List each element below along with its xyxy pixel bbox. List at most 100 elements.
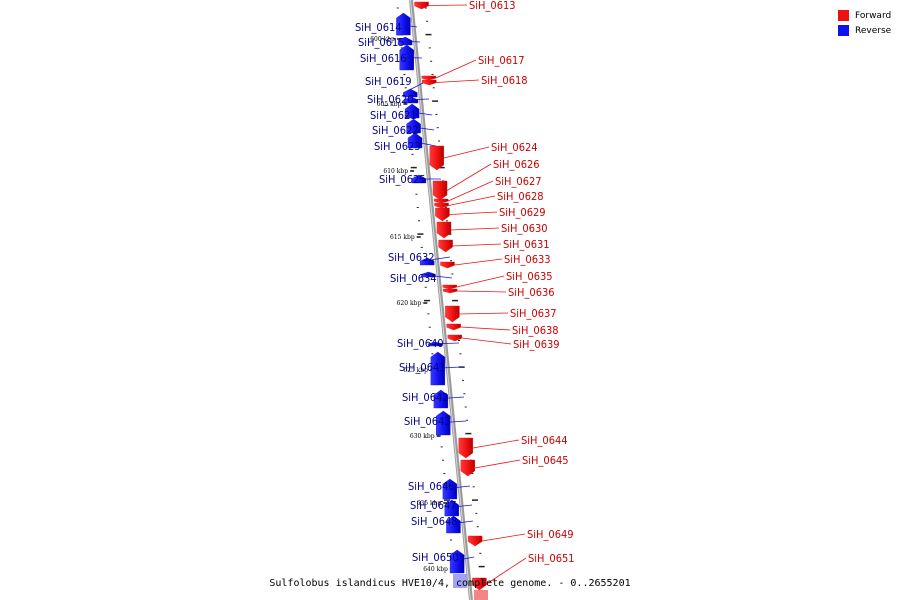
gene-arrow-sih-0650[interactable] [449, 549, 465, 574]
gene-arrow-sih-0649[interactable] [467, 535, 483, 547]
gene-arrow-sih-0646[interactable] [442, 478, 458, 500]
gene-arrow-sih-0644[interactable] [458, 437, 473, 459]
gene-arrow-sih-0631[interactable] [438, 239, 453, 253]
gene-arrow-sih-0640[interactable] [428, 341, 443, 347]
leader-line [474, 459, 521, 469]
scale-label: 610 kbp [383, 168, 408, 175]
gene-arrow-sih-0618[interactable] [422, 79, 437, 86]
scale-labels: 600 kbp 605 kbp 610 kbp 615 kbp 620 kbp 625 k… [370, 36, 454, 573]
gene-label-sih-0650[interactable]: SiH_0650 [412, 551, 459, 564]
gene-label-sih-0623[interactable]: SiH_0623 [374, 140, 421, 153]
gene-label-sih-0621[interactable]: SiH_0621 [370, 109, 417, 122]
gene-arrow-sih-0617[interactable] [421, 75, 436, 81]
leader-line [452, 243, 502, 247]
gene-arrow-sih-0634[interactable] [421, 271, 436, 278]
gene-arrow-sih-0626[interactable] [432, 180, 448, 201]
gene-label-sih-0640[interactable]: SiH_0640 [397, 337, 444, 350]
gene-label-sih-0622[interactable]: SiH_0622 [372, 124, 419, 137]
gene-label-sih-0651[interactable]: SiH_0651 [528, 552, 575, 565]
gene-arrow-sih-0630[interactable] [436, 221, 452, 239]
gene-arrow-sih-0620[interactable] [403, 96, 419, 104]
gene-label-sih-0626[interactable]: SiH_0626 [493, 158, 540, 171]
genome-axis [409, 0, 473, 600]
scale-label: 625 kbp [403, 367, 428, 374]
gene-arrow-sih-0615[interactable] [397, 36, 413, 46]
gene-arrow-sih-0635[interactable] [442, 284, 457, 290]
gene-arrow-sih-0633[interactable] [440, 261, 455, 269]
gene-label-sih-0615[interactable]: SiH_0615 [358, 36, 405, 49]
gene-arrow-sih-0625[interactable] [411, 174, 427, 184]
gene-label-sih-0634[interactable]: SiH_0634 [390, 272, 437, 285]
gene-label-sih-0616[interactable]: SiH_0616 [360, 52, 407, 65]
leader-line [448, 195, 496, 206]
gene-arrow-sih-0624[interactable] [429, 145, 444, 171]
gene-label-sih-0638[interactable]: SiH_0638 [512, 324, 559, 337]
gene-label-sih-0613[interactable]: SiH_0613 [469, 0, 516, 12]
legend-forward: Forward [838, 8, 891, 23]
leader-line [457, 290, 507, 293]
gene-label-sih-0642[interactable]: SiH_0642 [402, 391, 449, 404]
leader-line [486, 557, 527, 585]
gene-arrow-sih-0627[interactable] [433, 198, 449, 204]
gene-arrow-sih-0619[interactable] [403, 88, 418, 98]
gene-arrow-sih-0651[interactable] [472, 577, 487, 591]
gene-label-sih-0647[interactable]: SiH_0647 [410, 499, 457, 512]
reverse-swatch [838, 25, 849, 36]
gene-label-sih-0618[interactable]: SiH_0618 [481, 74, 528, 87]
gene-arrow-sih-0645[interactable] [460, 459, 475, 477]
gene-arrow-sih-0638[interactable] [446, 323, 461, 331]
gene-arrow-sih-0628[interactable] [434, 202, 449, 209]
gene-label-sih-0635[interactable]: SiH_0635 [506, 270, 553, 283]
gene-arrow-sih-0639[interactable] [447, 334, 462, 342]
gene-arrow-sih-0643[interactable] [436, 410, 451, 436]
scale-label: 635 kbp [417, 500, 442, 507]
gene-label-sih-0633[interactable]: SiH_0633 [504, 253, 551, 266]
gene-arrow-sih-0616[interactable] [399, 44, 414, 71]
gene-label-sih-0648[interactable]: SiH_0648 [411, 515, 458, 528]
gene-arrow-sih-0614[interactable] [396, 12, 411, 36]
gene-label-sih-0614[interactable]: SiH_0614 [355, 21, 402, 34]
gene-label-sih-0619[interactable]: SiH_0619 [365, 75, 412, 88]
gene-arrow-sih-0641[interactable] [430, 351, 446, 386]
gene-label-sih-0624[interactable]: SiH_0624 [491, 141, 538, 154]
gene-arrow-sih-0622[interactable] [406, 118, 421, 134]
scale-label: 600 kbp [370, 36, 395, 43]
gene-label-sih-0617[interactable]: SiH_0617 [478, 54, 525, 67]
gene-arrow-sih-0632[interactable] [419, 257, 435, 266]
gene-label-sih-0630[interactable]: SiH_0630 [501, 222, 548, 235]
gene-label-sih-0645[interactable]: SiH_0645 [522, 454, 569, 467]
gene-arrow-sih-0621[interactable] [404, 103, 420, 119]
gene-label-sih-0641[interactable]: SiH_0641 [399, 361, 446, 374]
leader-line [454, 258, 503, 266]
gene-label-sih-0636[interactable]: SiH_0636 [508, 286, 555, 299]
gene-arrow-sih-0642[interactable] [433, 389, 449, 409]
gene-arrow-sih-0636[interactable] [442, 288, 458, 294]
gene-label-sih-0639[interactable]: SiH_0639 [513, 338, 560, 351]
gene-label-sih-0643[interactable]: SiH_0643 [404, 415, 451, 428]
gene-arrow-sih-0613[interactable] [414, 1, 429, 10]
gene-label-sih-0632[interactable]: SiH_0632 [388, 251, 435, 264]
legend-forward-label: Forward [855, 10, 892, 21]
leader-line [443, 146, 490, 159]
gene-label-sih-0637[interactable]: SiH_0637 [510, 307, 557, 320]
gene-arrow-sih-0637[interactable] [445, 305, 460, 323]
gene-label-sih-0646[interactable]: SiH_0646 [408, 480, 455, 493]
gene-arrow-sih-0648[interactable] [446, 515, 461, 534]
gene-arrow-sih-0647[interactable] [444, 499, 459, 517]
gene-label-sih-0649[interactable]: SiH_0649 [527, 528, 574, 541]
partial-gene-reverse [453, 574, 467, 588]
gene-arrow-sih-0623[interactable] [407, 132, 423, 149]
gene-arrow-sih-0629[interactable] [435, 207, 450, 222]
gene-label-sih-0631[interactable]: SiH_0631 [503, 238, 550, 251]
gene-label-sih-0625[interactable]: SiH_0625 [379, 173, 426, 186]
gene-labels: SiH_0613 SiH_0614 SiH_0615 SiH_0616 SiH_0617… [355, 0, 575, 565]
gene-label-sih-0644[interactable]: SiH_0644 [521, 434, 568, 447]
leader-line [460, 326, 511, 331]
gene-label-sih-0628[interactable]: SiH_0628 [497, 190, 544, 203]
genome-caption: Sulfolobus islandicus HVE10/4, complete … [269, 578, 631, 589]
gene-label-sih-0629[interactable]: SiH_0629 [499, 206, 546, 219]
leader-line [435, 59, 477, 79]
gene-label-sih-0627[interactable]: SiH_0627 [495, 175, 542, 188]
gene-label-sih-0620[interactable]: SiH_0620 [367, 93, 414, 106]
